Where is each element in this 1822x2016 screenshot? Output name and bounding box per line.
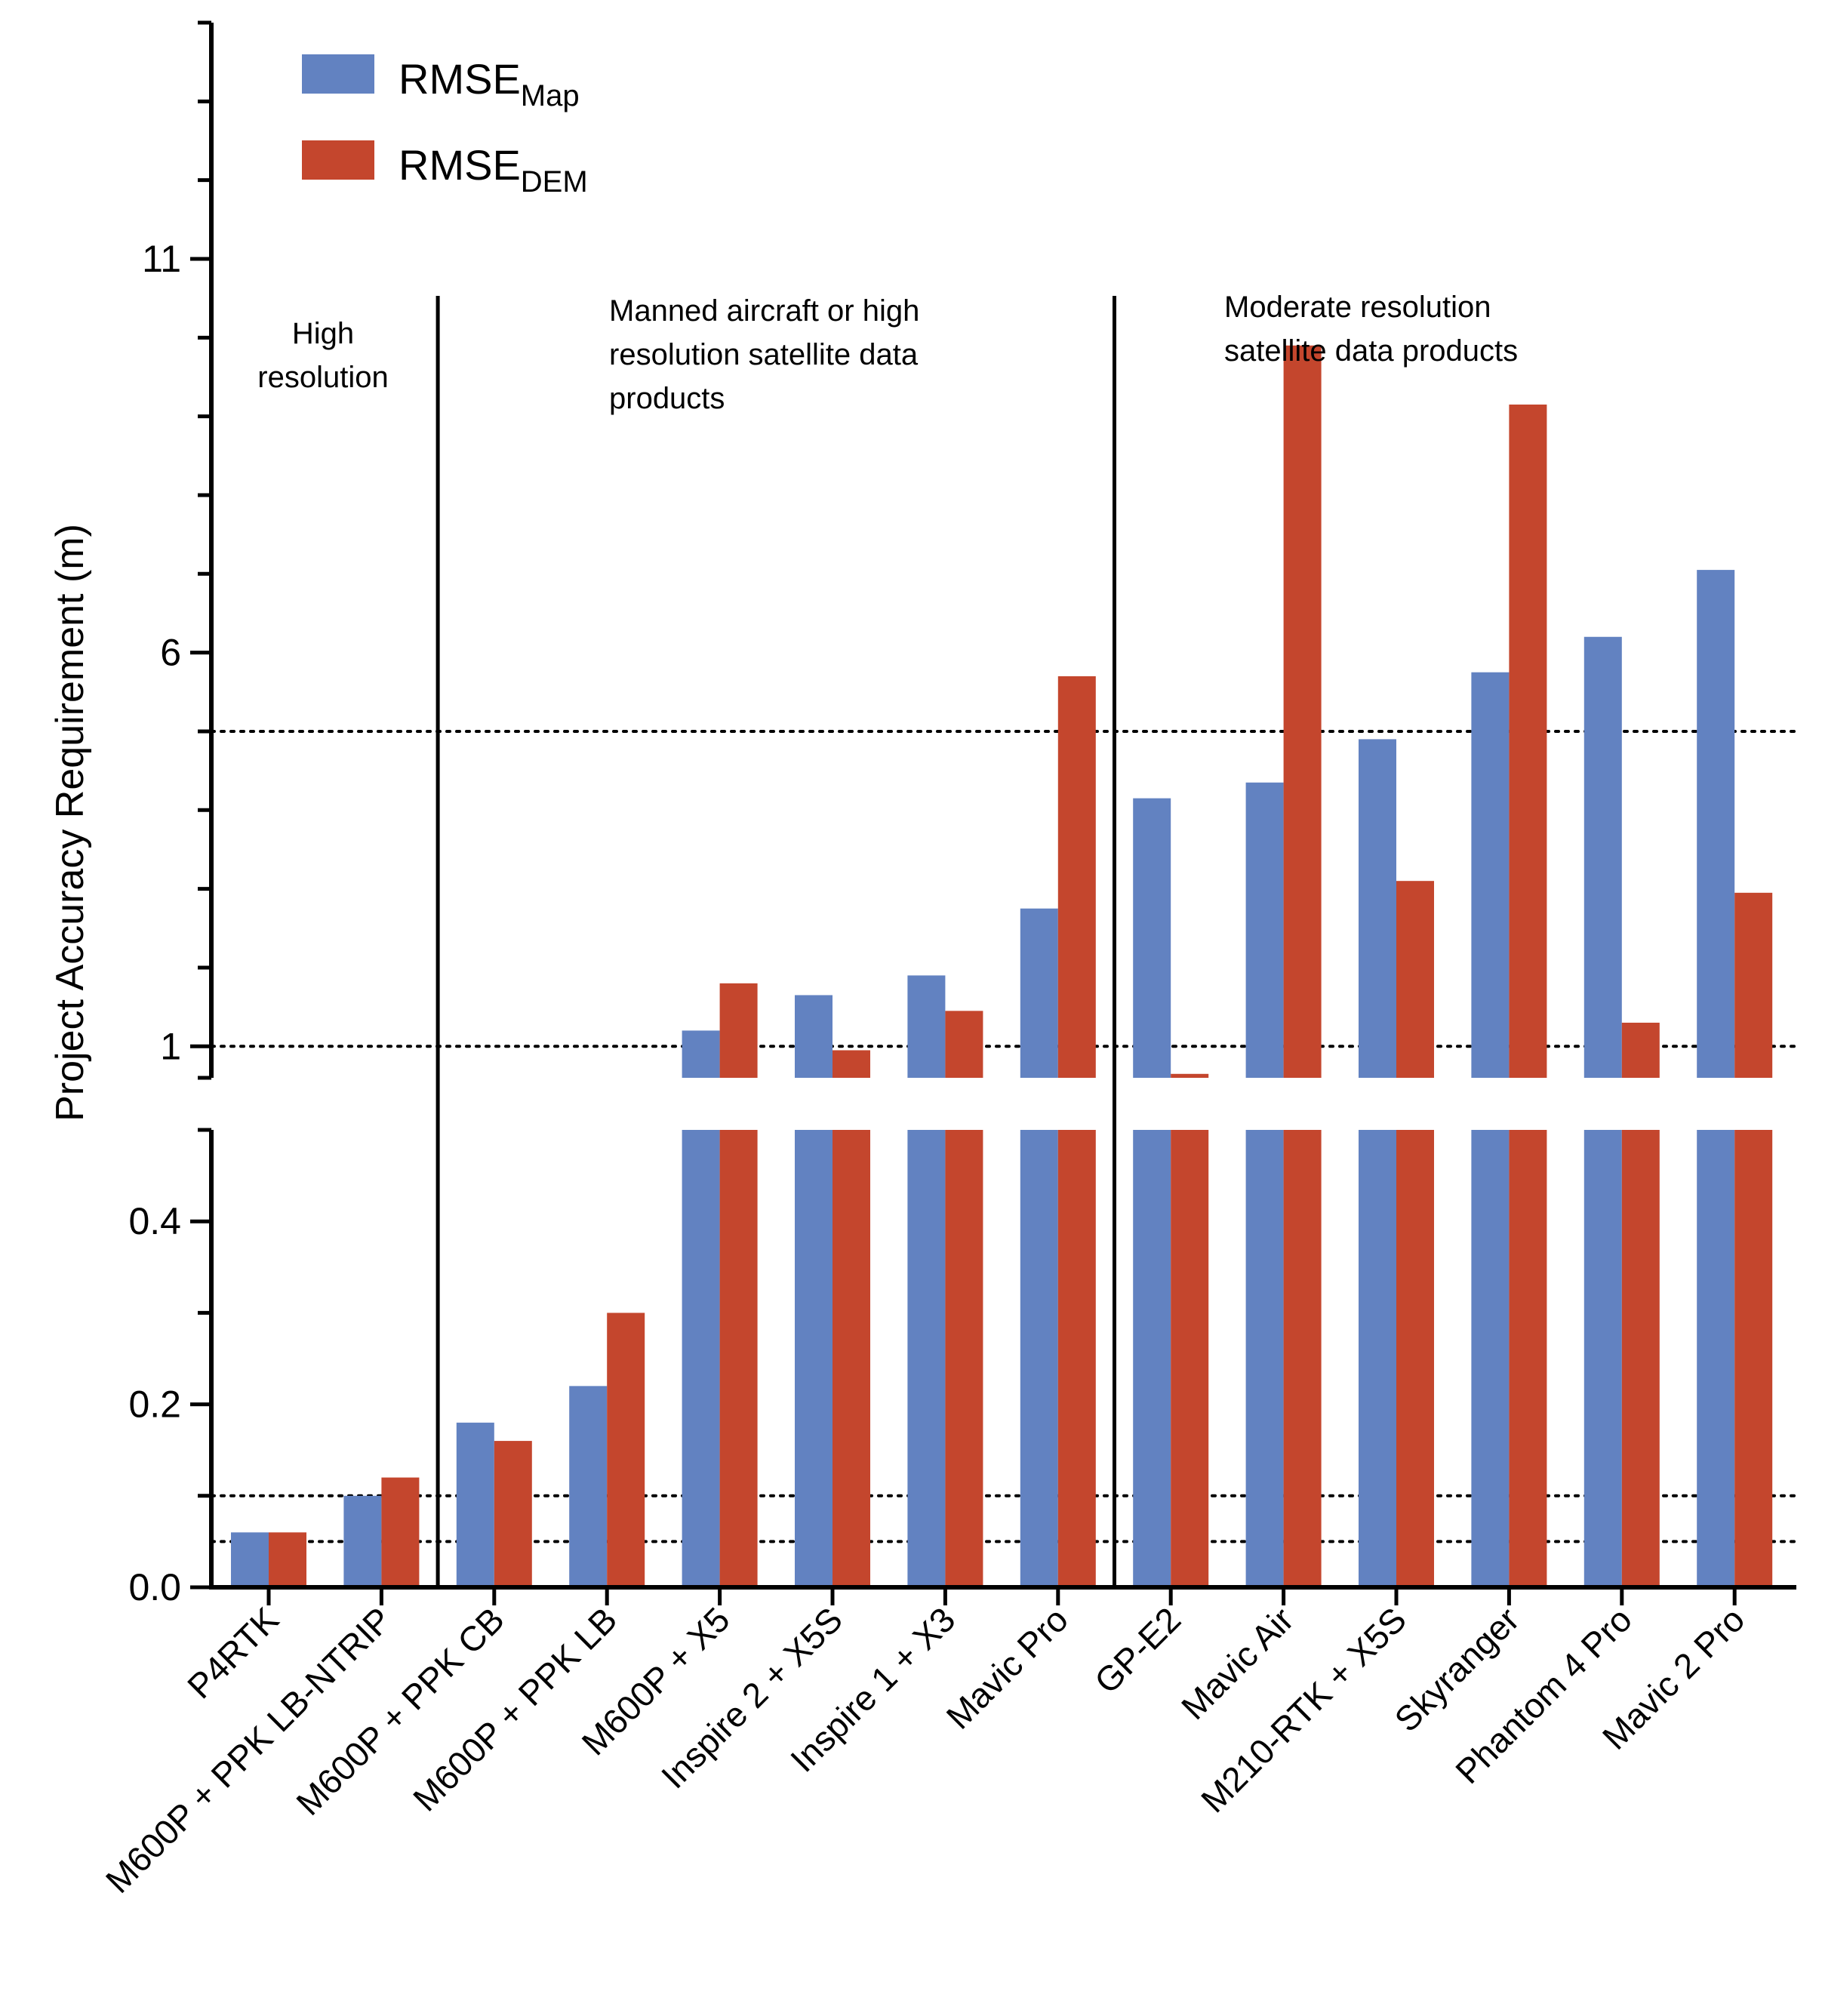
- x-tick-label: M210-RTK + X5S: [1193, 1599, 1414, 1820]
- bar-mavic-pro-map: [1020, 908, 1058, 1587]
- bar-mavic-2-pro-map: [1697, 570, 1735, 1587]
- bar-m600p-x5-dem: [719, 983, 758, 1587]
- bar-m210-rtk-x5s-map: [1359, 739, 1396, 1587]
- bar-inspire-1-x3-dem: [945, 1011, 983, 1587]
- bar-mavic-air-dem: [1283, 345, 1322, 1587]
- reference-lines: [210, 729, 1798, 1544]
- axes: [190, 20, 1796, 1605]
- legend-label-rmse-dem: RMSEDEM: [399, 141, 588, 199]
- bar-m600p-ppk-lb-ntrip-map: [343, 1495, 382, 1587]
- y-tick-label: 0.2: [128, 1383, 181, 1426]
- bar-m210-rtk-x5s-dem: [1396, 881, 1434, 1587]
- bar-m600p-x5-map: [682, 1030, 720, 1587]
- bar-p4rtk-dem: [269, 1532, 306, 1587]
- legend: RMSEMap RMSEDEM: [302, 54, 588, 199]
- bar-phantom-4-pro-map: [1583, 636, 1622, 1587]
- bar-m600p-ppk-lb-dem: [607, 1313, 645, 1587]
- bar-phantom-4-pro-dem: [1621, 1022, 1660, 1587]
- x-tick-label: GP-E2: [1087, 1599, 1188, 1701]
- region-labels: High resolution Manned aircraft or high re…: [257, 291, 1518, 415]
- region-dividers: [435, 296, 1116, 1587]
- bar-inspire-2-x5s-map: [795, 995, 833, 1587]
- bar-mavic-air-map: [1245, 782, 1284, 1587]
- region-label-high-resolution: High resolution: [257, 317, 388, 394]
- tick-labels: 0.0 0.2 0.4 1 6 11: [128, 238, 181, 1608]
- y-axis-title: Project Accuracy Requirement (m): [48, 524, 92, 1122]
- region-label-moderate-resolution: Moderate resolution satellite data produc…: [1224, 291, 1518, 368]
- x-tick-label: M600P + PPK CB: [288, 1599, 512, 1823]
- y-tick-label: 1: [160, 1025, 181, 1067]
- bar-p4rtk-map: [231, 1532, 269, 1587]
- bar-gp-e2-map: [1133, 798, 1171, 1587]
- bar-skyranger-dem: [1509, 404, 1547, 1587]
- legend-swatch-rmse-dem: [302, 140, 374, 180]
- bar-mavic-2-pro-dem: [1734, 892, 1773, 1587]
- region-label-manned-aircraft: Manned aircraft or high resolution satell…: [609, 294, 919, 415]
- y-tick-label: 6: [160, 632, 181, 674]
- legend-swatch-rmse-map: [302, 54, 374, 94]
- legend-label-rmse-map: RMSEMap: [399, 55, 580, 112]
- bar-skyranger-map: [1471, 672, 1510, 1587]
- bar-inspire-1-x3-map: [907, 975, 946, 1587]
- bars: [231, 345, 1773, 1587]
- bar-m600p-ppk-lb-map: [569, 1386, 608, 1587]
- x-tick-label: M600P + PPK LB: [405, 1599, 624, 1818]
- y-tick-label: 0.4: [128, 1200, 181, 1242]
- bar-m600p-ppk-cb-dem: [494, 1441, 532, 1587]
- bar-m600p-ppk-lb-ntrip-dem: [381, 1477, 420, 1587]
- bar-m600p-ppk-cb-map: [456, 1422, 494, 1587]
- x-tick-label: Mavic Pro: [939, 1599, 1076, 1736]
- y-tick-label: 11: [142, 238, 181, 280]
- bar-inspire-2-x5s-dem: [833, 1050, 870, 1587]
- bar-mavic-pro-dem: [1057, 676, 1096, 1587]
- y-tick-label: 0.0: [128, 1566, 181, 1608]
- bar-gp-e2-dem: [1171, 1073, 1209, 1587]
- x-tick-label: P4RTK: [180, 1599, 286, 1706]
